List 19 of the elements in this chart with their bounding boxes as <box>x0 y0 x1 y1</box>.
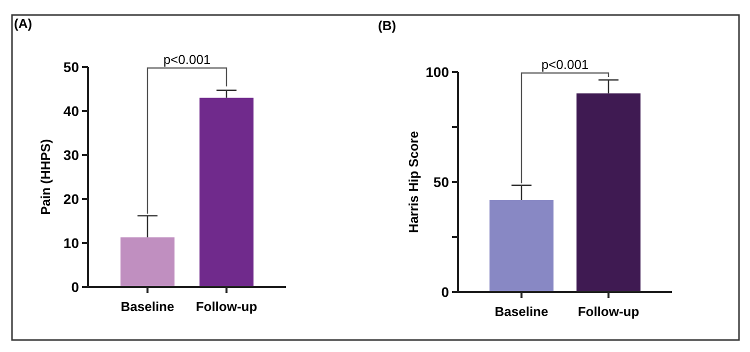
annotation: p<0.001 <box>541 57 589 72</box>
y-tick-label: 20 <box>63 190 80 207</box>
y-axis-title: Pain (HHPS) <box>38 139 53 215</box>
x-tick-label: Baseline <box>494 304 548 319</box>
chart-title: (B) <box>378 18 396 33</box>
annotation: p<0.001 <box>163 52 211 67</box>
y-tick-label: 50 <box>433 174 450 190</box>
x-tick-label: Baseline <box>120 299 174 314</box>
x-tick-label: Follow-up <box>196 299 258 314</box>
y-tick-label: 100 <box>426 64 450 80</box>
chart-title: (A) <box>14 16 32 31</box>
y-tick-label: 0 <box>441 284 450 300</box>
y-tick-label: 50 <box>63 58 80 75</box>
y-tick-label: 30 <box>63 146 80 163</box>
y-tick-label: 40 <box>63 102 80 119</box>
y-tick-label: 0 <box>71 278 80 295</box>
x-tick-label: Follow-up <box>578 304 640 319</box>
y-tick-label: 10 <box>63 234 80 251</box>
y-axis-title: Harris Hip Score <box>406 131 421 233</box>
